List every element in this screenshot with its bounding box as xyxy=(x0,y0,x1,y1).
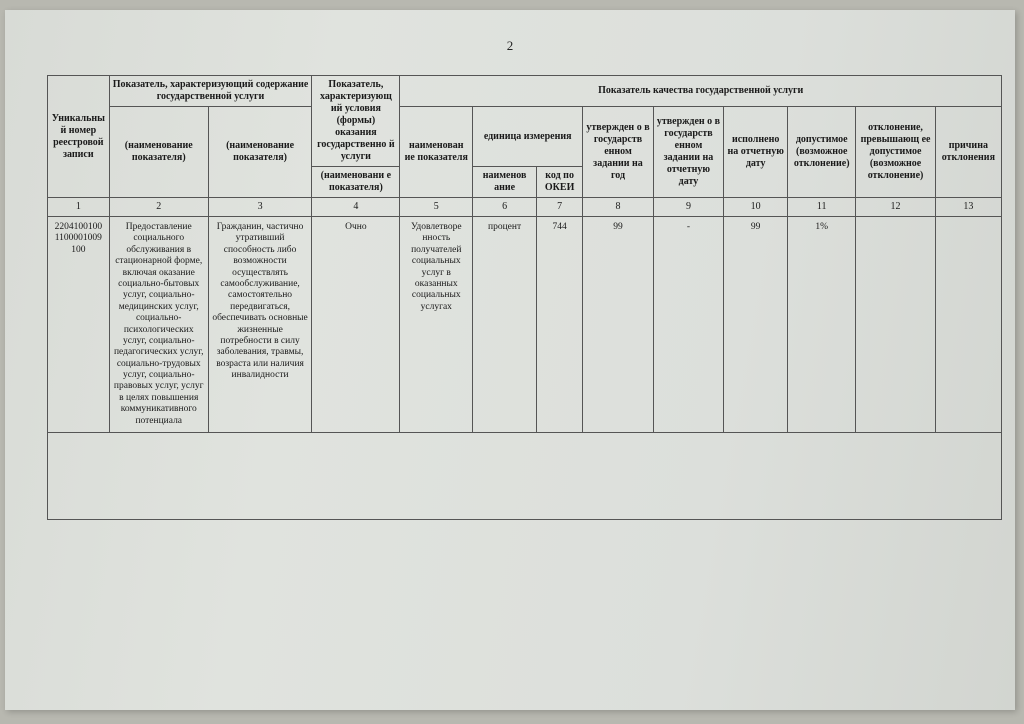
cell-unit: процент xyxy=(473,217,537,433)
colnum-12: 12 xyxy=(856,198,935,217)
cell-deviation xyxy=(856,217,935,433)
colnum-11: 11 xyxy=(788,198,856,217)
header-conditions: Показатель, характеризующ ий условия (фо… xyxy=(312,76,400,167)
header-quality: Показатель качества государственной услу… xyxy=(400,76,1002,107)
main-table: Уникальны й номер реестровой записи Пока… xyxy=(47,75,1002,520)
cell-allowable: 1% xyxy=(788,217,856,433)
cell-form: Очно xyxy=(312,217,400,433)
header-unit-name: наименов ание xyxy=(473,167,537,198)
header-sub-name1: (наименование показателя) xyxy=(109,107,208,198)
colnum-6: 6 xyxy=(473,198,537,217)
document-page: 2 Уникальны й номер реестровой записи По… xyxy=(5,10,1015,710)
colnum-8: 8 xyxy=(583,198,653,217)
header-okei: код по ОКЕИ xyxy=(537,167,583,198)
page-number: 2 xyxy=(507,38,514,54)
cell-okei-code: 744 xyxy=(537,217,583,433)
header-approved-date: утвержден о в государств енном задании н… xyxy=(653,107,723,198)
cell-approved-date: - xyxy=(653,217,723,433)
colnum-13: 13 xyxy=(935,198,1001,217)
header-approved-year: утвержден о в государств енном задании н… xyxy=(583,107,653,198)
header-allowable: допустимое (возможное отклонение) xyxy=(788,107,856,198)
colnum-10: 10 xyxy=(724,198,788,217)
cell-indicator: Удовлетворе нность получателей социальны… xyxy=(400,217,473,433)
cell-executed: 99 xyxy=(724,217,788,433)
colnum-1: 1 xyxy=(48,198,110,217)
header-indicator-name: наименован ие показателя xyxy=(400,107,473,198)
empty-space xyxy=(48,433,1002,520)
cell-service-content: Предоставление социального обслуживания … xyxy=(109,217,208,433)
header-sub-name2: (наименование показателя) xyxy=(208,107,312,198)
cell-reg-number: 2204100100 1100001009 100 xyxy=(48,217,110,433)
cell-reason xyxy=(935,217,1001,433)
header-unit: единица измерения xyxy=(473,107,583,167)
colnum-9: 9 xyxy=(653,198,723,217)
header-unique-number: Уникальны й номер реестровой записи xyxy=(48,76,110,198)
colnum-3: 3 xyxy=(208,198,312,217)
header-reason: причина отклонения xyxy=(935,107,1001,198)
header-content: Показатель, характеризующий содержание г… xyxy=(109,76,312,107)
colnum-4: 4 xyxy=(312,198,400,217)
header-executed: исполнено на отчетную дату xyxy=(724,107,788,198)
header-sub-name3: (наименовани е показателя) xyxy=(312,167,400,198)
colnum-5: 5 xyxy=(400,198,473,217)
colnum-2: 2 xyxy=(109,198,208,217)
colnum-7: 7 xyxy=(537,198,583,217)
cell-approved-year: 99 xyxy=(583,217,653,433)
header-deviation: отклонение, превышающ ее допустимое (воз… xyxy=(856,107,935,198)
cell-citizen: Гражданин, частично утративший способнос… xyxy=(208,217,312,433)
